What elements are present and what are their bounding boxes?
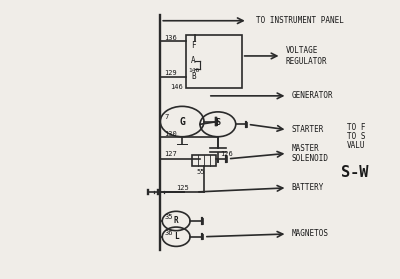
Text: TO INSTRUMENT PANEL: TO INSTRUMENT PANEL [256, 16, 344, 25]
Text: L: L [174, 232, 178, 241]
Text: TO F: TO F [347, 122, 366, 132]
Text: BATTERY: BATTERY [291, 183, 324, 192]
Text: 7: 7 [164, 114, 168, 120]
Text: 146: 146 [170, 84, 183, 90]
Text: VALU: VALU [347, 141, 366, 150]
Text: 126: 126 [220, 151, 233, 157]
Text: S: S [215, 118, 220, 128]
Text: B: B [191, 73, 196, 81]
Text: TO S: TO S [347, 132, 366, 141]
Text: R: R [174, 217, 178, 225]
Text: 136: 136 [164, 35, 177, 41]
Text: GENERATOR: GENERATOR [291, 91, 333, 100]
Text: 146: 146 [188, 68, 199, 73]
Text: STARTER: STARTER [291, 125, 324, 134]
Text: 130: 130 [164, 131, 177, 137]
Text: MASTER
SOLENOID: MASTER SOLENOID [291, 144, 328, 163]
Text: 129: 129 [164, 70, 177, 76]
Text: S-W: S-W [341, 165, 368, 180]
Text: 125: 125 [176, 185, 189, 191]
Text: 36: 36 [164, 230, 173, 236]
Text: F: F [191, 42, 196, 50]
Text: G: G [179, 117, 185, 127]
Text: 35: 35 [164, 214, 173, 220]
Text: 127: 127 [164, 151, 177, 157]
Text: A: A [191, 56, 196, 64]
Text: 55: 55 [196, 169, 204, 174]
Text: MAGNETOS: MAGNETOS [291, 229, 328, 239]
Text: VOLTAGE
REGULATOR: VOLTAGE REGULATOR [286, 46, 327, 66]
